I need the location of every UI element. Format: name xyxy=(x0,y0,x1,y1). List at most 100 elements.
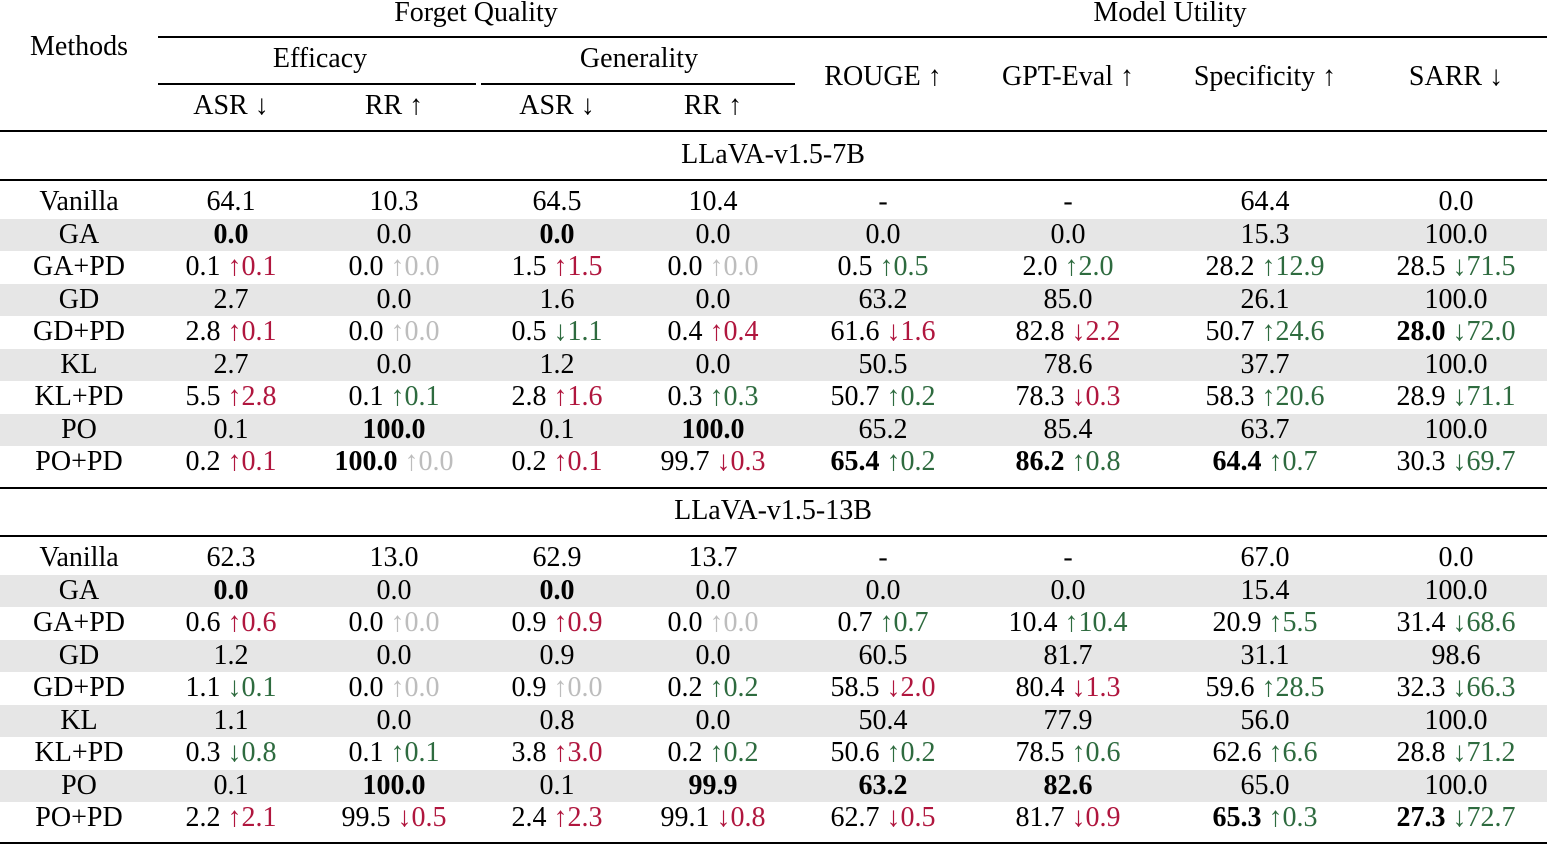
header-col-generality-asr: ASR ↓ xyxy=(519,90,595,121)
cell-value: 0.5 xyxy=(837,251,873,282)
cell-delta: ↑0.2 xyxy=(886,381,936,412)
table-cell: 80.4 ↓1.3 xyxy=(1016,672,1121,704)
cell-value: 0.0 xyxy=(539,574,575,606)
cell-delta: ↑0.6 xyxy=(1071,737,1121,768)
cell-value: 0.0 xyxy=(376,574,412,606)
method-name: KL+PD xyxy=(34,737,124,768)
rule-forget-model-under xyxy=(158,36,1547,38)
cell-delta: ↓71.5 xyxy=(1452,251,1516,282)
table-cell: 0.2 ↑0.2 xyxy=(668,672,759,704)
table-cell: 0.9 ↑0.9 xyxy=(512,607,603,639)
table-cell: 10.4 ↑10.4 xyxy=(1009,607,1128,639)
cell-value: 62.6 xyxy=(1212,737,1262,768)
cell-value: 64.1 xyxy=(206,186,256,217)
cell-value: 0.5 xyxy=(511,316,547,347)
table-cell: 64.4 xyxy=(1241,186,1290,218)
cell-delta: ↑0.0 xyxy=(709,251,759,282)
table-cell: 2.4 ↑2.3 xyxy=(512,802,603,834)
cell-value: 50.5 xyxy=(858,348,908,380)
table-cell: 99.9 xyxy=(689,770,738,802)
cell-value: 0.2 xyxy=(511,446,547,477)
cell-value: 100.0 xyxy=(1424,218,1488,250)
cell-value: 0.0 xyxy=(695,704,731,736)
cell-delta: ↑2.0 xyxy=(1064,251,1114,282)
table-cell: 100.0 xyxy=(1425,349,1488,381)
table-cell: - xyxy=(1063,542,1072,574)
cell-delta: ↑0.0 xyxy=(390,316,440,347)
cell-delta: ↑6.6 xyxy=(1268,737,1318,768)
table-cell: 0.0 xyxy=(1051,219,1086,251)
table-cell: 0.1 xyxy=(540,414,575,446)
cell-value: 0.0 xyxy=(1438,542,1474,573)
cell-value: 0.0 xyxy=(213,574,249,606)
cell-value: 62.7 xyxy=(830,802,880,833)
table-cell: 1.2 xyxy=(540,349,575,381)
cell-value: 63.2 xyxy=(858,769,908,801)
cell-value: 86.2 xyxy=(1015,446,1065,477)
cell-value: 1.5 xyxy=(511,251,547,282)
table-cell: 78.6 xyxy=(1044,349,1093,381)
table-cell: 0.8 xyxy=(540,705,575,737)
method-name: GA+PD xyxy=(32,607,126,638)
cell-value: 0.9 xyxy=(511,672,547,703)
cell-value: 0.0 xyxy=(348,672,384,703)
table-cell: 81.7 xyxy=(1044,640,1093,672)
table-cell: 58.5 ↓2.0 xyxy=(831,672,936,704)
section-end-rule xyxy=(0,487,1547,489)
table-cell: 0.0 xyxy=(377,284,412,316)
table-cell: 0.9 ↑0.0 xyxy=(512,672,603,704)
cell-value: 30.3 xyxy=(1396,446,1446,477)
cell-delta: ↓0.1 xyxy=(227,672,277,703)
cell-value: 0.2 xyxy=(667,737,703,768)
cell-value: - xyxy=(878,186,888,217)
table-cell: 0.0 ↑0.0 xyxy=(349,251,440,283)
rule-generality-under xyxy=(481,83,795,85)
table-cell: 67.0 xyxy=(1241,542,1290,574)
table-cell: 0.0 xyxy=(696,219,731,251)
cell-value: 80.4 xyxy=(1015,672,1065,703)
header-col-generality-rr: RR ↑ xyxy=(683,90,743,121)
cell-delta: ↑10.4 xyxy=(1064,607,1128,638)
cell-value: 99.9 xyxy=(688,769,738,801)
cell-value: 0.0 xyxy=(667,251,703,282)
cell-value: 65.0 xyxy=(1240,769,1290,801)
table-cell: 0.0 xyxy=(377,219,412,251)
cell-value: 58.5 xyxy=(830,672,880,703)
cell-value: 99.5 xyxy=(341,802,391,833)
section-title: LLaVA-v1.5-7B xyxy=(681,139,865,170)
cell-delta: ↑0.1 xyxy=(227,251,277,282)
method-name: GD xyxy=(58,639,100,671)
cell-value: 0.1 xyxy=(213,769,249,801)
table-cell: 0.5 ↓1.1 xyxy=(512,316,603,348)
cell-value: 0.0 xyxy=(376,704,412,736)
row-shade xyxy=(0,348,1547,381)
cell-delta: ↓1.6 xyxy=(886,316,936,347)
cell-value: 27.3 xyxy=(1396,802,1446,833)
table-cell: 99.1 ↓0.8 xyxy=(661,802,766,834)
header-col-efficacy-asr: ASR ↓ xyxy=(193,90,269,121)
cell-value: 0.3 xyxy=(185,737,221,768)
cell-value: 0.9 xyxy=(539,639,575,671)
table-cell: 100.0 xyxy=(1425,705,1488,737)
cell-value: 62.3 xyxy=(206,542,256,573)
cell-value: 63.2 xyxy=(858,283,908,315)
table-cell: 64.5 xyxy=(533,186,582,218)
cell-value: 0.0 xyxy=(695,574,731,606)
table-cell: 0.1 xyxy=(214,770,249,802)
cell-delta: ↓0.8 xyxy=(227,737,277,768)
cell-delta: ↑0.8 xyxy=(1071,446,1121,477)
table-cell: 59.6 ↑28.5 xyxy=(1206,672,1325,704)
table-cell: 60.5 xyxy=(859,640,908,672)
table-cell: 100.0 xyxy=(1425,284,1488,316)
section-title-rule xyxy=(0,535,1547,537)
cell-value: 0.1 xyxy=(539,769,575,801)
cell-value: 10.4 xyxy=(688,186,738,217)
cell-delta: ↑0.2 xyxy=(709,672,759,703)
table-cell: 0.4 ↑0.4 xyxy=(668,316,759,348)
table-cell: 28.2 ↑12.9 xyxy=(1206,251,1325,283)
table-cell: 30.3 ↓69.7 xyxy=(1397,446,1516,478)
table-cell: 13.0 xyxy=(370,542,419,574)
table-cell: 0.2 ↑0.2 xyxy=(668,737,759,769)
cell-value: 0.0 xyxy=(348,607,384,638)
header-col-rouge: ROUGE ↑ xyxy=(824,61,942,92)
